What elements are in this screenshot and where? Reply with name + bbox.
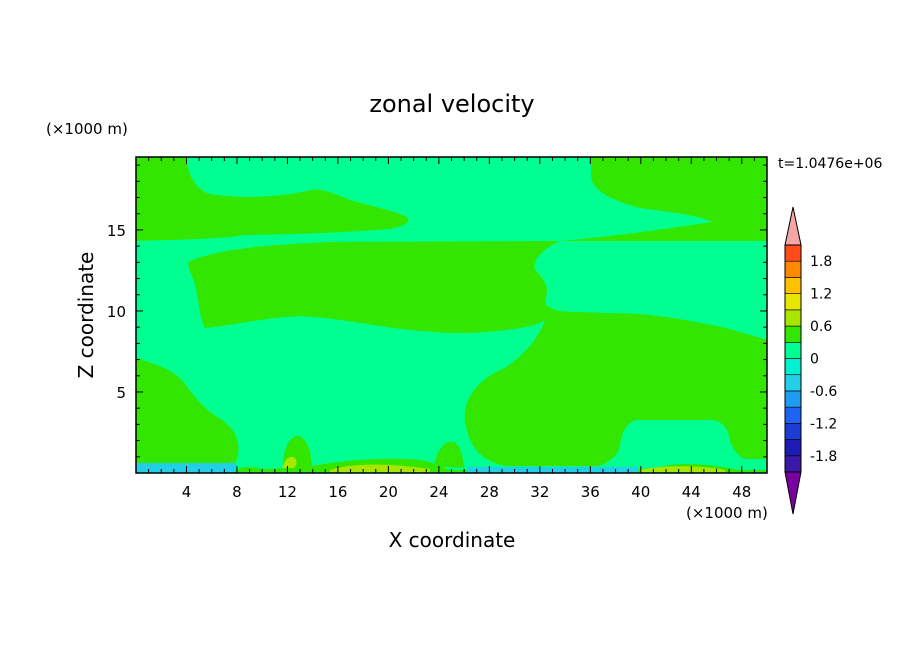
y-tick-label: 15 [107, 222, 126, 240]
plot-area [135, 156, 768, 474]
colorbar-label: 1.2 [810, 287, 832, 303]
colorbar-label: -1.2 [810, 416, 837, 432]
small-yellow-spot [282, 456, 297, 468]
x-tick-label: 36 [581, 483, 600, 501]
x-tick-label: 32 [530, 483, 549, 501]
colorbar-frame [784, 244, 802, 473]
colorbar-band [784, 455, 802, 473]
chart-title: zonal velocity [369, 90, 534, 118]
x-tick-label: 24 [429, 483, 448, 501]
x-tick-label: 48 [732, 483, 751, 501]
colorbar-band [784, 423, 802, 440]
surface-yellow-patch-1 [330, 464, 430, 472]
colorbar-band [784, 390, 802, 408]
colorbar-band [784, 406, 802, 424]
x-tick-label: 28 [480, 483, 499, 501]
colorbar-band [784, 309, 802, 327]
x-tick-label: 8 [232, 483, 242, 501]
time-label: t=1.0476e+06 [778, 156, 882, 172]
surface-cyan-strip-right [468, 467, 638, 473]
colorbar-label: 0.6 [810, 319, 832, 335]
x-tick-label: 4 [182, 483, 192, 501]
colorbar-band [784, 358, 802, 376]
lower-left-green-region [136, 358, 239, 472]
colorbar-band [784, 293, 802, 311]
colorbar-band [784, 325, 802, 343]
y-tick-label: 10 [107, 303, 126, 321]
y-axis-label: Z coordinate [74, 252, 98, 379]
mid-bump-green [434, 441, 464, 468]
colorbar-band [784, 277, 802, 294]
x-tick-label: 20 [379, 483, 398, 501]
x-tick-label: 12 [278, 483, 297, 501]
colorbar-band [784, 260, 802, 278]
x-tick-label: 44 [682, 483, 701, 501]
upper-right-green-region [560, 157, 767, 241]
colorbar-label: -1.8 [810, 449, 837, 465]
y-tick-label: 5 [116, 384, 126, 402]
colorbar-band [784, 374, 802, 392]
y-unit-label: (×1000 m) [46, 120, 128, 138]
colorbar-band [784, 244, 802, 262]
colorbar: 1.8 1.2 0.6 0 -0.6 -1.2 -1.8 [784, 206, 837, 515]
x-axis-label: X coordinate [389, 528, 516, 552]
central-green-blob [188, 241, 767, 352]
x-tick-label: 16 [328, 483, 347, 501]
x-tick-label: 40 [631, 483, 650, 501]
right-green-region [464, 312, 767, 466]
colorbar-label: -0.6 [810, 384, 837, 400]
x-unit-label: (×1000 m) [686, 504, 768, 522]
colorbar-label: 0 [810, 352, 819, 368]
colorbar-band [784, 341, 802, 359]
colorbar-band [784, 439, 802, 457]
upper-left-green-band [136, 157, 409, 241]
colorbar-label: 1.8 [810, 254, 832, 270]
